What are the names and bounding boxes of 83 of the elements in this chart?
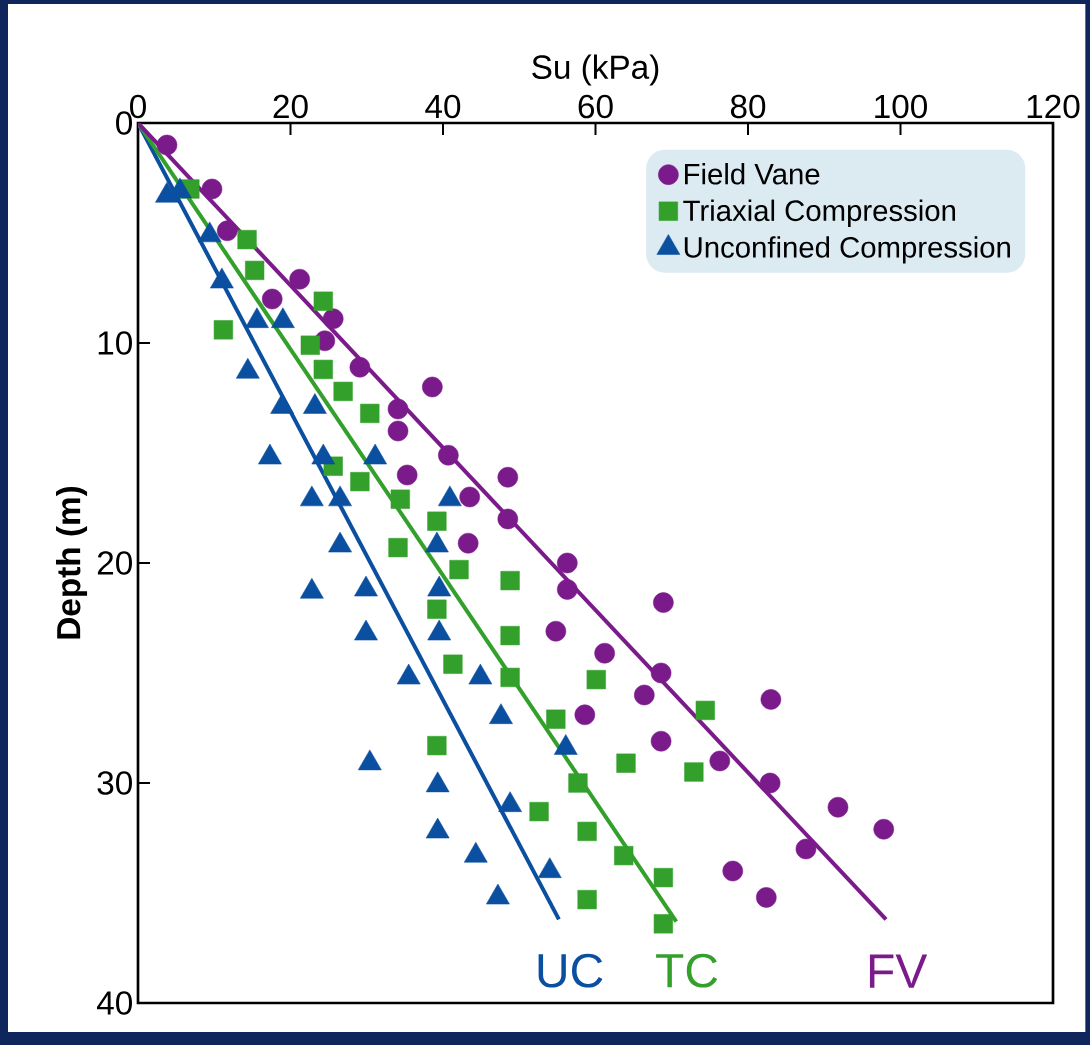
point	[577, 890, 597, 910]
point	[237, 230, 257, 250]
legend-label: Unconfined Compression	[684, 236, 1010, 264]
point	[653, 592, 674, 613]
point	[387, 398, 409, 420]
point	[722, 860, 744, 882]
annotation: TC	[656, 953, 718, 988]
point	[261, 288, 283, 310]
point	[427, 736, 447, 756]
x-tick-label: 120	[1027, 94, 1080, 119]
point	[500, 571, 520, 591]
point	[873, 818, 894, 840]
point	[568, 773, 588, 793]
point	[500, 626, 520, 646]
annotation: UC	[538, 953, 603, 988]
point	[427, 599, 447, 619]
point	[349, 356, 371, 378]
point	[634, 684, 655, 706]
point	[216, 220, 238, 242]
y-tick-label: 10	[98, 331, 132, 355]
point	[387, 420, 409, 442]
point	[827, 796, 849, 818]
point	[529, 802, 549, 822]
point	[313, 359, 333, 380]
point	[300, 335, 320, 355]
x-axis-title: Su (kPa)	[532, 54, 659, 86]
point	[500, 667, 520, 688]
point	[245, 260, 265, 281]
x-tick-label: 80	[730, 94, 766, 119]
point	[388, 538, 408, 558]
point	[427, 511, 447, 531]
point	[497, 508, 519, 530]
annotation: FV	[869, 954, 928, 988]
point	[695, 700, 715, 721]
x-tick-label: 100	[875, 94, 927, 119]
point	[350, 472, 370, 492]
point	[760, 689, 782, 710]
point	[422, 376, 443, 398]
point	[396, 464, 418, 486]
point	[322, 308, 344, 330]
point	[201, 178, 223, 200]
point	[360, 403, 380, 424]
point	[653, 868, 673, 888]
x-tick-label: 20	[273, 94, 308, 119]
point	[438, 444, 459, 466]
y-tick-label: 0	[116, 111, 132, 135]
x-tick-label: 60	[578, 94, 613, 119]
y-tick-label: 40	[96, 991, 132, 1015]
point	[594, 642, 615, 664]
point	[333, 381, 353, 402]
point	[650, 662, 672, 684]
point	[709, 750, 731, 772]
legend-label: Triaxial Compression	[683, 199, 956, 227]
point	[684, 762, 704, 782]
point	[545, 620, 567, 642]
point	[449, 560, 469, 580]
point	[577, 821, 597, 842]
legend-label: Field Vane	[685, 163, 820, 185]
point	[457, 532, 479, 554]
point	[557, 579, 578, 600]
point	[313, 291, 333, 311]
point	[759, 772, 781, 794]
point	[557, 552, 578, 574]
point	[390, 489, 410, 509]
y-tick-label: 30	[97, 771, 132, 795]
point	[574, 704, 596, 726]
y-axis-title: Depth (m)	[55, 486, 88, 639]
point	[459, 486, 480, 508]
point	[497, 466, 519, 488]
y-tick-label: 20	[97, 551, 132, 575]
point	[795, 838, 817, 860]
point	[653, 914, 673, 934]
x-tick-label: 40	[425, 94, 461, 119]
point	[443, 654, 463, 674]
point	[213, 320, 234, 340]
point	[756, 887, 777, 908]
point	[614, 846, 634, 866]
point	[546, 709, 566, 729]
point	[289, 268, 310, 290]
point	[650, 730, 672, 752]
point	[616, 753, 636, 773]
point	[586, 670, 606, 690]
point	[156, 134, 178, 156]
